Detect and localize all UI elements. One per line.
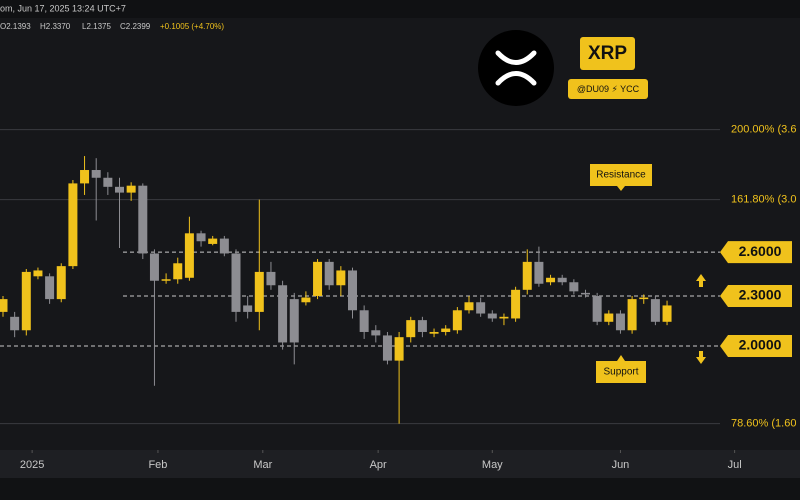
candle-body [534, 261, 544, 284]
timestamp: om, Jun 17, 2025 13:24 UTC+7 [0, 3, 126, 13]
x-tick-label: Mar [253, 459, 272, 471]
candle-body [266, 271, 276, 286]
candle-body [243, 305, 253, 312]
candle-body [289, 299, 299, 343]
footer-band [0, 478, 800, 500]
x-tick-label: Jul [728, 459, 742, 471]
candle-body [196, 233, 206, 242]
candle-body [184, 233, 194, 278]
handle: @DU09 ⚡ YCC [577, 84, 640, 94]
candle-body [615, 313, 625, 331]
candle-body [476, 302, 486, 314]
fib-label: 200.00% (3.6 [731, 124, 796, 136]
up-arrow [696, 274, 706, 287]
candle-body [511, 289, 521, 319]
candle-body [138, 185, 148, 254]
ohlc-value: +0.1005 (+4.70%) [160, 22, 224, 31]
x-axis-band [0, 450, 800, 478]
candle-body [313, 261, 323, 296]
ohlc-value: O2.1393 [0, 22, 31, 31]
candle-body [464, 302, 474, 311]
logo-circle [478, 30, 554, 106]
candle-body [56, 266, 66, 300]
candle-body [359, 310, 369, 332]
candle-body [627, 299, 637, 331]
candle-body [278, 285, 288, 343]
x-tick-label: May [482, 459, 503, 471]
logo-mark [495, 50, 537, 86]
candle-body [522, 261, 532, 290]
candle-body [452, 310, 462, 331]
candle-body [487, 313, 497, 319]
level-badge [720, 241, 792, 264]
candle-body [546, 277, 556, 283]
handle-badge [568, 79, 648, 99]
candle-body [301, 297, 311, 303]
candle-body [324, 261, 334, 286]
candle-body [219, 238, 229, 254]
candle-body [406, 320, 416, 338]
candle-body [10, 316, 20, 331]
candle-body [33, 270, 43, 277]
x-tick-label: Apr [370, 459, 387, 471]
candle-body [604, 313, 614, 322]
candle-body [0, 299, 8, 312]
candle-body [103, 177, 113, 187]
x-tick-label: Jun [612, 459, 630, 471]
candle-body [254, 271, 264, 312]
candle-body [569, 282, 579, 292]
candle-body [371, 330, 381, 336]
level-label: 2.6000 [739, 243, 782, 259]
candle-body [91, 170, 101, 178]
x-tick-label: 2025 [20, 459, 44, 471]
candle-body [662, 305, 672, 322]
candle-body [592, 295, 602, 322]
candle-body [417, 320, 427, 332]
candle-body [68, 183, 78, 267]
candle-body [21, 271, 31, 331]
candle-body [557, 277, 567, 283]
candle-body [231, 253, 241, 312]
candle-body [80, 170, 90, 184]
candle-body [115, 186, 124, 193]
header-bar [0, 0, 800, 18]
candle-body [382, 335, 392, 361]
down-arrow [696, 351, 706, 364]
candle-body [441, 328, 451, 332]
support-box [596, 355, 646, 383]
resistance-box [590, 164, 652, 191]
candle-body [336, 270, 346, 286]
logo [478, 30, 554, 106]
annotation: Resistance [596, 170, 646, 181]
symbol: XRP [588, 43, 627, 64]
candle-body [650, 299, 660, 322]
candle-body [149, 253, 159, 281]
ohlc-value: H2.3370 [40, 22, 71, 31]
candle-body [581, 292, 590, 295]
ohlc-value: C2.2399 [120, 22, 151, 31]
candle-body [429, 331, 439, 334]
level-badge [720, 335, 792, 358]
fib-label: 161.80% (3.0 [731, 194, 796, 206]
level-label: 2.0000 [739, 337, 782, 353]
candle-body [208, 238, 218, 244]
candle-body [394, 337, 404, 361]
annotation: Support [603, 367, 638, 378]
candle-body [161, 279, 171, 281]
level-badge [720, 284, 792, 307]
candle-body [639, 297, 649, 300]
fib-label: 78.60% (1.60 [731, 418, 796, 430]
symbol-badge [580, 37, 635, 70]
ohlc-value: L2.1375 [82, 22, 111, 31]
candle-body [499, 316, 509, 319]
level-label: 2.3000 [739, 287, 782, 303]
candle-body [45, 276, 55, 300]
x-tick-label: Feb [148, 459, 167, 471]
candle-body [126, 185, 136, 193]
candle-body [348, 270, 357, 311]
candle-body [173, 263, 183, 280]
